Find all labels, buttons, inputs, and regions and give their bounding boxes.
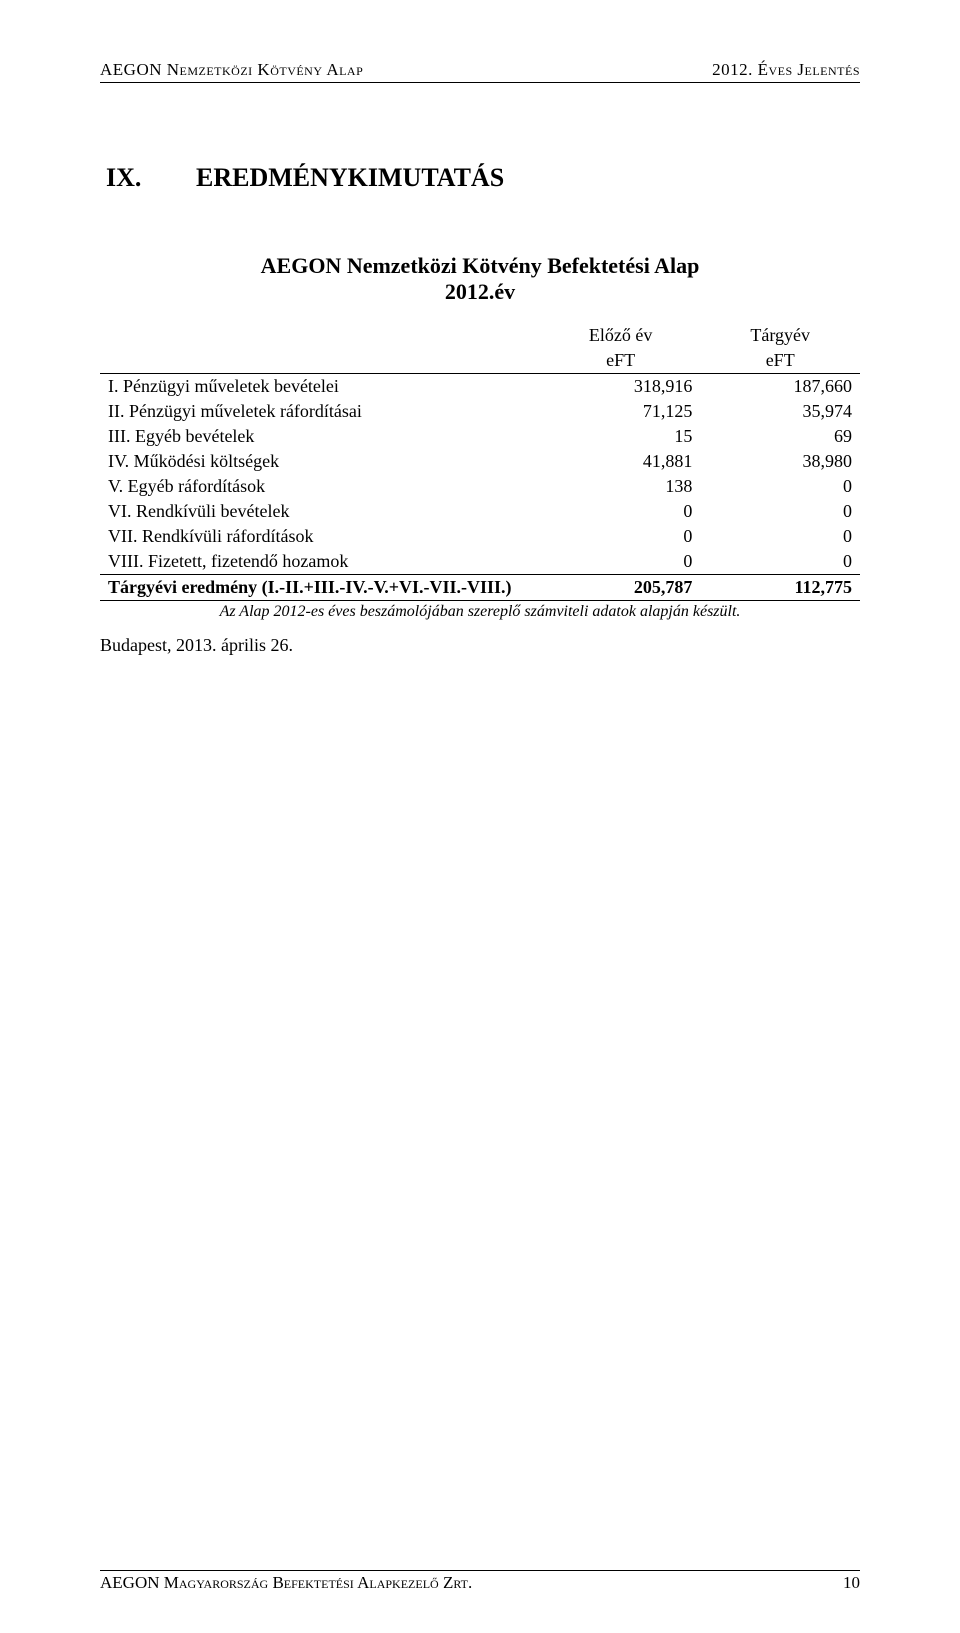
col-label-blank2 xyxy=(100,348,541,374)
total-value-curr: 112,775 xyxy=(700,575,860,601)
row-value-curr: 187,660 xyxy=(700,374,860,400)
row-value-prev: 0 xyxy=(541,524,701,549)
row-value-curr: 0 xyxy=(700,474,860,499)
header-left: AEGON Nemzetközi Kötvény Alap xyxy=(100,60,363,80)
income-statement-table: Előző év Tárgyév eFT eFT I. Pénzügyi műv… xyxy=(100,323,860,601)
row-value-curr: 0 xyxy=(700,524,860,549)
subtitle-line2: 2012.év xyxy=(100,279,860,305)
col-prev-year-unit: eFT xyxy=(541,348,701,374)
row-label: I. Pénzügyi műveletek bevételei xyxy=(100,374,541,400)
subtitle: AEGON Nemzetközi Kötvény Befektetési Ala… xyxy=(100,253,860,305)
row-label: III. Egyéb bevételek xyxy=(100,424,541,449)
row-label: VIII. Fizetett, fizetendő hozamok xyxy=(100,549,541,575)
row-label: VI. Rendkívüli bevételek xyxy=(100,499,541,524)
footnote: Az Alap 2012-es éves beszámolójában szer… xyxy=(100,603,860,621)
row-value-curr: 69 xyxy=(700,424,860,449)
table-row: IV. Működési költségek 41,881 38,980 xyxy=(100,449,860,474)
page-header: AEGON Nemzetközi Kötvény Alap 2012. Éves… xyxy=(100,60,860,83)
row-label: VII. Rendkívüli ráfordítások xyxy=(100,524,541,549)
location-date: Budapest, 2013. április 26. xyxy=(100,635,860,656)
section-title: EREDMÉNYKIMUTATÁS xyxy=(196,163,504,193)
table-row: I. Pénzügyi műveletek bevételei 318,916 … xyxy=(100,374,860,400)
table-row: II. Pénzügyi műveletek ráfordításai 71,1… xyxy=(100,399,860,424)
row-value-curr: 35,974 xyxy=(700,399,860,424)
subtitle-line1: AEGON Nemzetközi Kötvény Befektetési Ala… xyxy=(100,253,860,279)
row-value-prev: 0 xyxy=(541,499,701,524)
row-value-curr: 0 xyxy=(700,499,860,524)
table-row: VIII. Fizetett, fizetendő hozamok 0 0 xyxy=(100,549,860,575)
row-label: II. Pénzügyi műveletek ráfordításai xyxy=(100,399,541,424)
header-right: 2012. Éves Jelentés xyxy=(712,60,860,80)
row-label: V. Egyéb ráfordítások xyxy=(100,474,541,499)
row-value-prev: 15 xyxy=(541,424,701,449)
col-curr-year-label: Tárgyév xyxy=(700,323,860,348)
row-label: IV. Működési költségek xyxy=(100,449,541,474)
total-value-prev: 205,787 xyxy=(541,575,701,601)
page-footer: AEGON Magyarország Befektetési Alapkezel… xyxy=(100,1570,860,1593)
total-label: Tárgyévi eredmény (I.-II.+III.-IV.-V.+VI… xyxy=(100,575,541,601)
footer-left: AEGON Magyarország Befektetési Alapkezel… xyxy=(100,1573,472,1593)
table-total-row: Tárgyévi eredmény (I.-II.+III.-IV.-V.+VI… xyxy=(100,575,860,601)
row-value-prev: 41,881 xyxy=(541,449,701,474)
table-row: VII. Rendkívüli ráfordítások 0 0 xyxy=(100,524,860,549)
footer-page-number: 10 xyxy=(843,1573,860,1593)
row-value-prev: 318,916 xyxy=(541,374,701,400)
row-value-prev: 138 xyxy=(541,474,701,499)
table-row: III. Egyéb bevételek 15 69 xyxy=(100,424,860,449)
row-value-curr: 38,980 xyxy=(700,449,860,474)
section-heading: IX. EREDMÉNYKIMUTATÁS xyxy=(106,163,860,193)
row-value-prev: 71,125 xyxy=(541,399,701,424)
table-row: V. Egyéb ráfordítások 138 0 xyxy=(100,474,860,499)
col-prev-year-label: Előző év xyxy=(541,323,701,348)
page: AEGON Nemzetközi Kötvény Alap 2012. Éves… xyxy=(0,0,960,1633)
col-curr-year-unit: eFT xyxy=(700,348,860,374)
section-number: IX. xyxy=(106,163,166,193)
table-row: VI. Rendkívüli bevételek 0 0 xyxy=(100,499,860,524)
col-label-blank xyxy=(100,323,541,348)
row-value-prev: 0 xyxy=(541,549,701,575)
row-value-curr: 0 xyxy=(700,549,860,575)
